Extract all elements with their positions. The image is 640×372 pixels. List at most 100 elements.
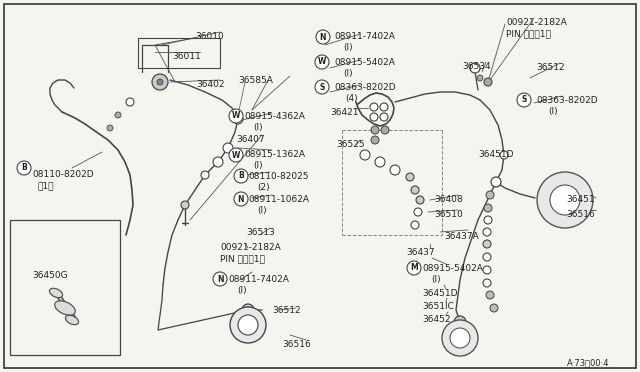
- Text: 36512: 36512: [536, 63, 564, 72]
- Circle shape: [360, 150, 370, 160]
- Text: 08915-5402A: 08915-5402A: [334, 58, 395, 67]
- Text: (I): (I): [431, 275, 440, 284]
- Circle shape: [230, 307, 266, 343]
- Circle shape: [490, 304, 498, 312]
- Circle shape: [491, 177, 501, 187]
- Circle shape: [390, 165, 400, 175]
- Text: N: N: [217, 275, 223, 283]
- Text: 36450G: 36450G: [32, 271, 68, 280]
- Circle shape: [483, 279, 491, 287]
- Text: (I): (I): [343, 69, 353, 78]
- Circle shape: [238, 315, 258, 335]
- Circle shape: [483, 266, 491, 274]
- Text: (I): (I): [237, 286, 246, 295]
- Text: S: S: [319, 83, 324, 92]
- Text: 36407: 36407: [236, 135, 264, 144]
- Circle shape: [416, 196, 424, 204]
- Circle shape: [370, 113, 378, 121]
- Text: (I): (I): [343, 43, 353, 52]
- Circle shape: [414, 208, 422, 216]
- Text: N: N: [237, 195, 244, 203]
- Text: (2): (2): [257, 183, 269, 192]
- Text: 36585A: 36585A: [238, 76, 273, 85]
- Circle shape: [229, 148, 243, 162]
- Text: 36437: 36437: [406, 248, 435, 257]
- Circle shape: [234, 111, 242, 119]
- Circle shape: [115, 112, 121, 118]
- Circle shape: [500, 151, 508, 159]
- Circle shape: [375, 157, 385, 167]
- Circle shape: [550, 185, 580, 215]
- Circle shape: [181, 201, 189, 209]
- Text: (I): (I): [548, 107, 557, 116]
- Text: W: W: [232, 151, 240, 160]
- Ellipse shape: [49, 288, 63, 298]
- Circle shape: [486, 191, 494, 199]
- Circle shape: [234, 192, 248, 206]
- Text: 08363-8202D: 08363-8202D: [334, 83, 396, 92]
- Text: 36437A: 36437A: [444, 232, 479, 241]
- Circle shape: [411, 221, 419, 229]
- Text: 36525: 36525: [336, 140, 365, 149]
- Text: 36451: 36451: [566, 195, 595, 204]
- Circle shape: [407, 261, 421, 275]
- Circle shape: [242, 304, 254, 316]
- Circle shape: [380, 113, 388, 121]
- Text: 08911-7402A: 08911-7402A: [334, 32, 395, 41]
- Circle shape: [486, 291, 494, 299]
- Circle shape: [371, 126, 379, 134]
- Circle shape: [450, 328, 470, 348]
- Text: B: B: [21, 164, 27, 173]
- Circle shape: [152, 74, 168, 90]
- Circle shape: [381, 126, 389, 134]
- Text: (I): (I): [253, 123, 262, 132]
- Bar: [10, 220, 120, 355]
- Circle shape: [315, 80, 329, 94]
- Circle shape: [234, 169, 248, 183]
- Circle shape: [223, 143, 233, 153]
- Circle shape: [470, 63, 480, 73]
- Text: 08911-1062A: 08911-1062A: [248, 195, 309, 204]
- Text: (I): (I): [253, 161, 262, 170]
- Circle shape: [316, 30, 330, 44]
- Text: A·73〈00·4: A·73〈00·4: [567, 358, 609, 367]
- Text: 36516: 36516: [566, 210, 595, 219]
- Text: 36011: 36011: [172, 52, 201, 61]
- Text: 00921-2182A: 00921-2182A: [220, 243, 281, 252]
- Text: 08915-5402A: 08915-5402A: [422, 264, 483, 273]
- Circle shape: [477, 75, 483, 81]
- Circle shape: [406, 173, 414, 181]
- Circle shape: [380, 103, 388, 111]
- Text: 36451D: 36451D: [478, 150, 513, 159]
- Text: 36534: 36534: [462, 62, 491, 71]
- Text: 08363-8202D: 08363-8202D: [536, 96, 598, 105]
- Text: 36510: 36510: [434, 210, 463, 219]
- Circle shape: [315, 55, 329, 69]
- Circle shape: [484, 204, 492, 212]
- Text: 3651IC: 3651IC: [422, 302, 454, 311]
- Text: PIN ピン（1）: PIN ピン（1）: [220, 254, 265, 263]
- Bar: [138, 38, 220, 68]
- Text: 08110-8202D: 08110-8202D: [32, 170, 93, 179]
- Text: 08911-7402A: 08911-7402A: [228, 275, 289, 284]
- Text: B: B: [238, 171, 244, 180]
- Text: （1）: （1）: [38, 181, 54, 190]
- Text: 36451D: 36451D: [422, 289, 458, 298]
- Circle shape: [484, 78, 492, 86]
- Text: 36512: 36512: [272, 306, 301, 315]
- Text: M: M: [410, 263, 418, 273]
- Circle shape: [107, 125, 113, 131]
- Text: 36513: 36513: [246, 228, 275, 237]
- Ellipse shape: [65, 315, 79, 325]
- Circle shape: [201, 171, 209, 179]
- Text: S: S: [522, 96, 527, 105]
- Text: (4): (4): [345, 94, 358, 103]
- Circle shape: [229, 109, 243, 123]
- Circle shape: [483, 253, 491, 261]
- Circle shape: [454, 316, 466, 328]
- Text: W: W: [232, 112, 240, 121]
- Circle shape: [537, 172, 593, 228]
- Text: W: W: [318, 58, 326, 67]
- Text: (I): (I): [257, 206, 267, 215]
- Circle shape: [233, 114, 243, 124]
